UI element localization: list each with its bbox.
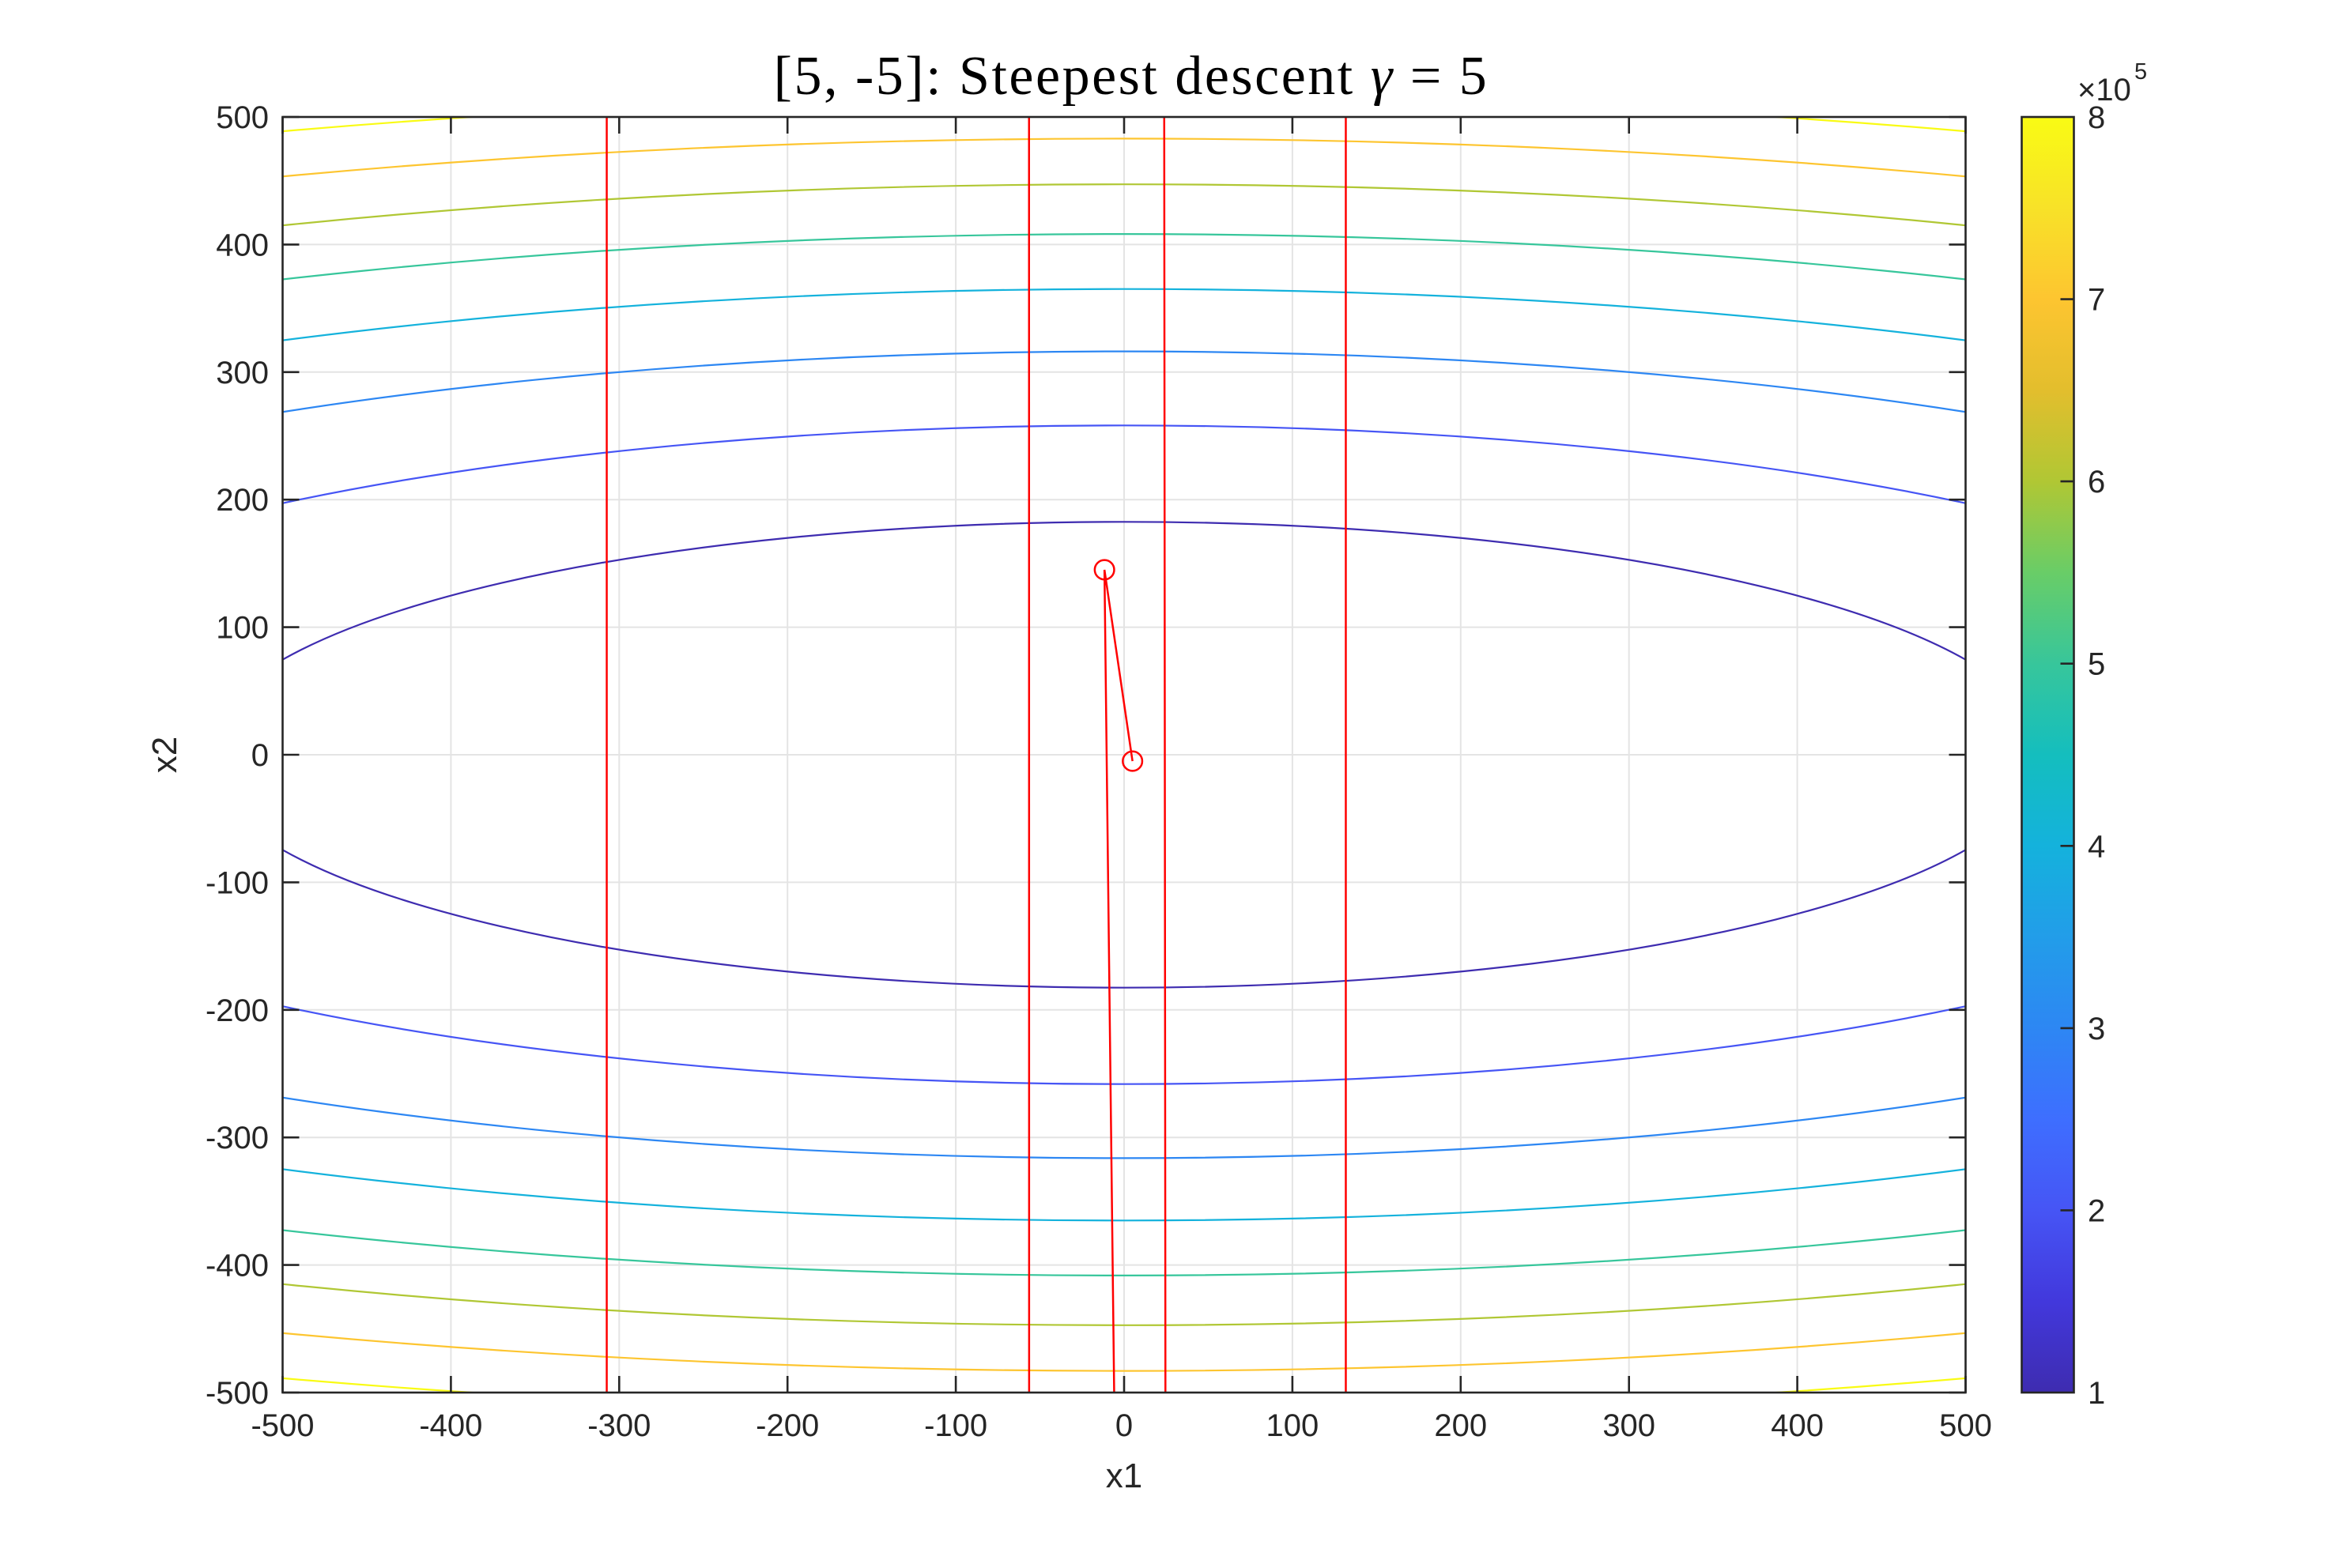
svg-text:4: 4 [2088,829,2105,864]
svg-text:[5, -5]: Steepest descent γ =: [5, -5]: Steepest descent γ = 5 [774,46,1489,107]
svg-text:300: 300 [1602,1408,1655,1443]
svg-text:-100: -100 [924,1408,987,1443]
svg-text:-400: -400 [206,1249,269,1283]
svg-text:x2: x2 [145,737,184,773]
svg-text:-500: -500 [251,1408,314,1443]
svg-text:-200: -200 [756,1408,819,1443]
svg-text:2: 2 [2088,1193,2105,1228]
svg-text:6: 6 [2088,465,2105,499]
svg-text:×10: ×10 [2077,73,2131,107]
svg-text:1: 1 [2088,1376,2105,1411]
svg-text:x1: x1 [1106,1457,1142,1495]
svg-text:-300: -300 [206,1121,269,1155]
svg-text:8: 8 [2088,100,2105,135]
svg-text:100: 100 [1266,1408,1319,1443]
svg-text:0: 0 [251,738,269,773]
svg-text:-500: -500 [206,1376,269,1411]
svg-text:5: 5 [2088,647,2105,682]
svg-text:-200: -200 [206,993,269,1028]
svg-text:200: 200 [216,483,269,518]
svg-text:-300: -300 [587,1408,651,1443]
svg-text:-100: -100 [206,865,269,900]
svg-text:200: 200 [1434,1408,1487,1443]
svg-text:3: 3 [2088,1012,2105,1046]
svg-text:300: 300 [216,356,269,390]
svg-text:500: 500 [1939,1408,1992,1443]
svg-text:400: 400 [1771,1408,1824,1443]
svg-text:500: 500 [216,100,269,135]
svg-text:100: 100 [216,611,269,646]
svg-text:-400: -400 [419,1408,482,1443]
svg-text:7: 7 [2088,283,2105,318]
svg-text:0: 0 [1115,1408,1133,1443]
svg-text:5: 5 [2134,59,2147,85]
svg-text:400: 400 [216,228,269,262]
